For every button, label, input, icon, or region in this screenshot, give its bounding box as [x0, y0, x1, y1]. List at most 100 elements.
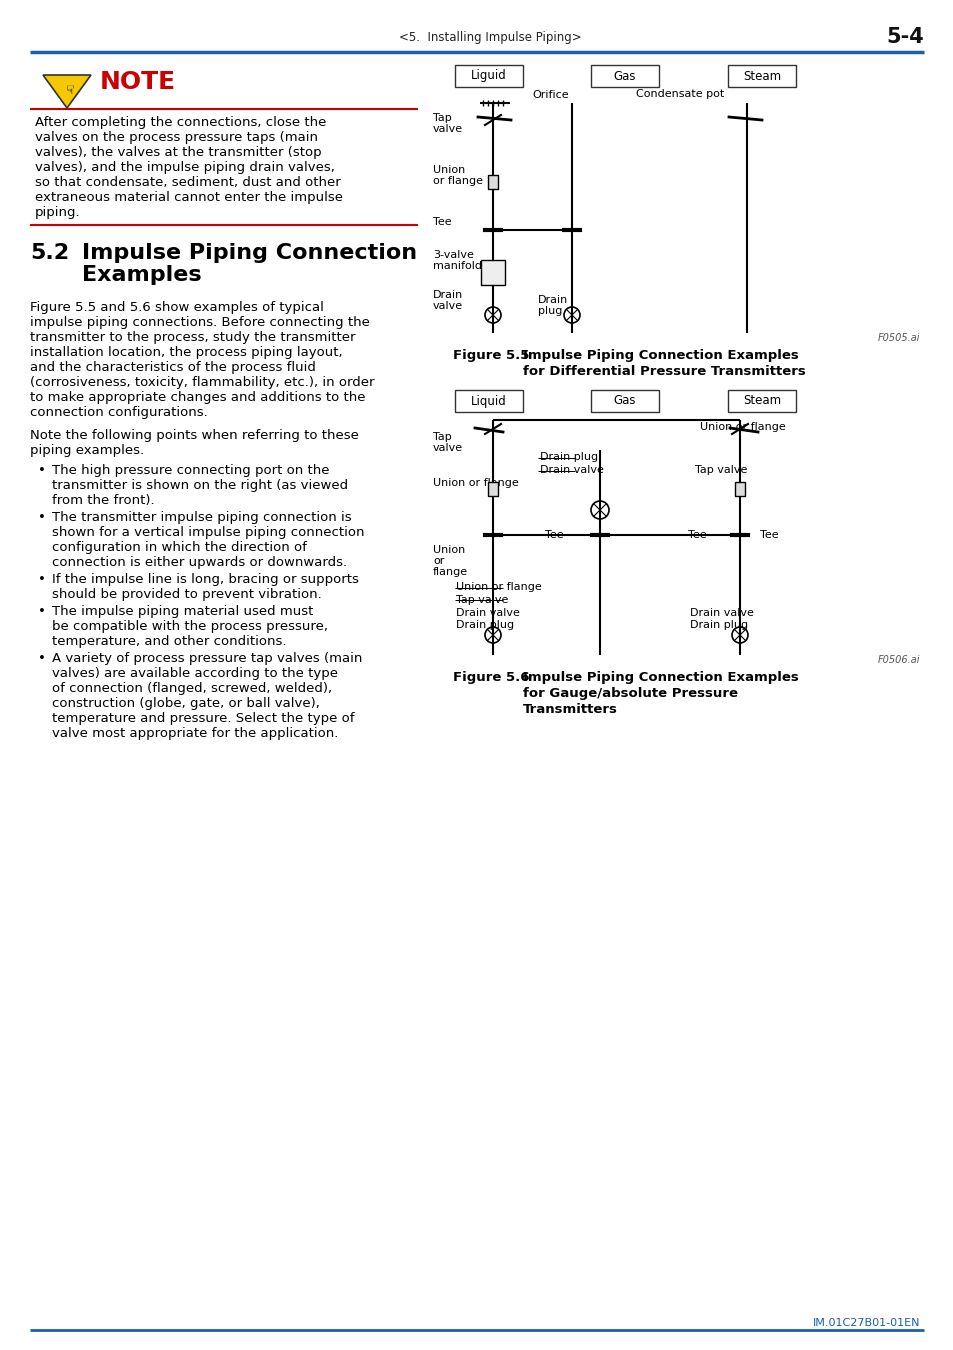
Text: <5.  Installing Impulse Piping>: <5. Installing Impulse Piping>: [398, 31, 580, 43]
Text: Tap: Tap: [433, 432, 452, 441]
Text: Union or flange: Union or flange: [456, 582, 541, 593]
Text: •: •: [38, 605, 46, 618]
Text: A variety of process pressure tap valves (main: A variety of process pressure tap valves…: [52, 652, 362, 666]
Text: 5-4: 5-4: [885, 27, 923, 47]
Text: valve: valve: [433, 124, 462, 134]
Text: be compatible with the process pressure,: be compatible with the process pressure,: [52, 620, 328, 633]
Text: Tee: Tee: [544, 531, 563, 540]
Text: for Differential Pressure Transmitters: for Differential Pressure Transmitters: [522, 364, 805, 378]
Bar: [455, 65, 522, 86]
Text: valve most appropriate for the application.: valve most appropriate for the applicati…: [52, 728, 338, 740]
Text: Drain: Drain: [537, 296, 568, 305]
Text: Union: Union: [433, 545, 465, 555]
Text: Drain: Drain: [433, 290, 463, 300]
Text: Steam: Steam: [742, 69, 781, 82]
Text: Union or flange: Union or flange: [700, 423, 785, 432]
Text: Impulse Piping Connection Examples: Impulse Piping Connection Examples: [522, 671, 798, 684]
Text: valve: valve: [433, 443, 462, 454]
Text: Drain valve: Drain valve: [456, 608, 519, 618]
Text: Tee: Tee: [687, 531, 706, 540]
Text: Gas: Gas: [613, 69, 636, 82]
Text: temperature and pressure. Select the type of: temperature and pressure. Select the typ…: [52, 711, 355, 725]
Text: for Gauge/absolute Pressure: for Gauge/absolute Pressure: [522, 687, 738, 701]
Text: The transmitter impulse piping connection is: The transmitter impulse piping connectio…: [52, 512, 352, 524]
Text: Examples: Examples: [82, 265, 201, 285]
Text: Union: Union: [433, 165, 465, 176]
Text: temperature, and other conditions.: temperature, and other conditions.: [52, 634, 286, 648]
Text: Tee: Tee: [433, 217, 451, 227]
Text: •: •: [38, 512, 46, 524]
Bar: [590, 390, 659, 412]
Text: Figure 5.5 and 5.6 show examples of typical: Figure 5.5 and 5.6 show examples of typi…: [30, 301, 323, 315]
Text: Tap: Tap: [433, 113, 452, 123]
Text: Tee: Tee: [760, 531, 778, 540]
Text: should be provided to prevent vibration.: should be provided to prevent vibration.: [52, 589, 321, 601]
Text: so that condensate, sediment, dust and other: so that condensate, sediment, dust and o…: [35, 176, 340, 189]
Text: or flange: or flange: [433, 176, 482, 186]
Text: Tap valve: Tap valve: [456, 595, 508, 605]
Text: Drain valve: Drain valve: [689, 608, 753, 618]
Text: ☞: ☞: [60, 84, 73, 96]
Bar: [488, 482, 497, 495]
Text: plug: plug: [537, 306, 561, 316]
Text: construction (globe, gate, or ball valve),: construction (globe, gate, or ball valve…: [52, 697, 319, 710]
Text: •: •: [38, 464, 46, 477]
Text: to make appropriate changes and additions to the: to make appropriate changes and addition…: [30, 392, 365, 404]
Bar: [590, 65, 659, 86]
Text: Drain plug: Drain plug: [689, 620, 747, 630]
Text: Drain plug: Drain plug: [539, 452, 598, 462]
Text: Steam: Steam: [742, 394, 781, 408]
Text: of connection (flanged, screwed, welded),: of connection (flanged, screwed, welded)…: [52, 682, 332, 695]
Text: valves), the valves at the transmitter (stop: valves), the valves at the transmitter (…: [35, 146, 321, 159]
Text: Liquid: Liquid: [471, 394, 506, 408]
Text: installation location, the process piping layout,: installation location, the process pipin…: [30, 346, 342, 359]
Text: from the front).: from the front).: [52, 494, 154, 508]
Text: (corrosiveness, toxicity, flammability, etc.), in order: (corrosiveness, toxicity, flammability, …: [30, 377, 375, 389]
Text: transmitter to the process, study the transmitter: transmitter to the process, study the tr…: [30, 331, 355, 344]
Bar: [727, 390, 795, 412]
Polygon shape: [43, 76, 91, 108]
Text: piping examples.: piping examples.: [30, 444, 144, 458]
Text: Impulse Piping Connection Examples: Impulse Piping Connection Examples: [522, 350, 798, 362]
Text: 5.2: 5.2: [30, 243, 69, 263]
Text: Figure 5.5: Figure 5.5: [453, 350, 529, 362]
Bar: [480, 261, 504, 285]
Text: valves on the process pressure taps (main: valves on the process pressure taps (mai…: [35, 131, 317, 144]
Bar: [488, 176, 497, 189]
Text: extraneous material cannot enter the impulse: extraneous material cannot enter the imp…: [35, 190, 343, 204]
Text: If the impulse line is long, bracing or supports: If the impulse line is long, bracing or …: [52, 572, 358, 586]
Text: After completing the connections, close the: After completing the connections, close …: [35, 116, 326, 130]
Text: connection configurations.: connection configurations.: [30, 406, 208, 418]
Text: manifold: manifold: [433, 261, 481, 271]
Text: valves) are available according to the type: valves) are available according to the t…: [52, 667, 337, 680]
Text: and the characteristics of the process fluid: and the characteristics of the process f…: [30, 360, 315, 374]
Text: Union or flange: Union or flange: [433, 478, 518, 487]
Bar: [727, 65, 795, 86]
Text: F0505.ai: F0505.ai: [877, 333, 919, 343]
Text: Impulse Piping Connection: Impulse Piping Connection: [82, 243, 416, 263]
Text: Tap valve: Tap valve: [695, 464, 746, 475]
Bar: [455, 390, 522, 412]
Text: Drain plug: Drain plug: [456, 620, 514, 630]
Text: •: •: [38, 572, 46, 586]
Text: Liguid: Liguid: [471, 69, 506, 82]
Text: piping.: piping.: [35, 207, 81, 219]
Text: The high pressure connecting port on the: The high pressure connecting port on the: [52, 464, 329, 477]
Text: impulse piping connections. Before connecting the: impulse piping connections. Before conne…: [30, 316, 370, 329]
Text: valve: valve: [433, 301, 462, 310]
Text: The impulse piping material used must: The impulse piping material used must: [52, 605, 313, 618]
Text: Orifice: Orifice: [532, 90, 568, 100]
Text: NOTE: NOTE: [100, 70, 176, 95]
Text: Gas: Gas: [613, 394, 636, 408]
Text: 3-valve: 3-valve: [433, 250, 474, 261]
Text: Drain valve: Drain valve: [539, 464, 603, 475]
Text: transmitter is shown on the right (as viewed: transmitter is shown on the right (as vi…: [52, 479, 348, 491]
Text: shown for a vertical impulse piping connection: shown for a vertical impulse piping conn…: [52, 526, 364, 539]
Text: Figure 5.6: Figure 5.6: [453, 671, 529, 684]
Text: F0506.ai: F0506.ai: [877, 655, 919, 666]
Text: Transmitters: Transmitters: [522, 703, 618, 716]
Text: flange: flange: [433, 567, 468, 576]
Text: configuration in which the direction of: configuration in which the direction of: [52, 541, 307, 554]
Text: Note the following points when referring to these: Note the following points when referring…: [30, 429, 358, 441]
Text: IM.01C27B01-01EN: IM.01C27B01-01EN: [812, 1318, 919, 1328]
